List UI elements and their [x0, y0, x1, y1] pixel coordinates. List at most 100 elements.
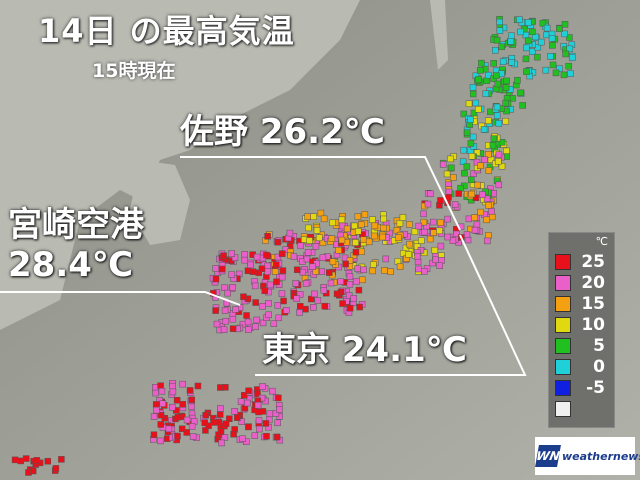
station-marker	[321, 302, 328, 310]
station-marker	[566, 45, 574, 53]
station-marker	[365, 238, 373, 246]
station-marker	[179, 380, 187, 388]
station-marker	[11, 456, 19, 464]
station-marker	[244, 399, 251, 407]
station-marker	[212, 265, 219, 272]
station-marker	[474, 181, 481, 189]
station-marker	[460, 146, 468, 154]
station-marker	[463, 163, 471, 170]
station-marker	[274, 253, 282, 261]
map-subtitle: 15時現在	[92, 60, 176, 82]
station-marker	[169, 403, 176, 411]
station-marker	[224, 289, 231, 297]
station-marker	[490, 60, 497, 67]
station-marker	[222, 384, 229, 391]
station-marker	[493, 103, 501, 111]
station-marker	[231, 408, 238, 415]
station-marker	[415, 222, 423, 230]
station-marker	[355, 286, 363, 294]
callout-temp: 28.4℃	[8, 245, 134, 285]
station-marker	[517, 28, 524, 36]
station-marker	[432, 256, 439, 264]
station-marker	[473, 149, 481, 156]
station-marker	[488, 213, 496, 221]
station-marker	[280, 297, 287, 305]
station-marker	[343, 225, 351, 233]
station-marker	[430, 218, 437, 226]
station-marker	[255, 408, 262, 416]
station-marker	[310, 213, 318, 220]
station-marker	[274, 419, 281, 427]
station-marker	[472, 99, 480, 107]
station-marker	[556, 25, 563, 32]
station-marker	[534, 53, 541, 61]
station-marker	[485, 232, 492, 239]
station-marker	[549, 42, 556, 49]
station-marker	[267, 281, 274, 289]
station-marker	[528, 48, 536, 55]
station-marker	[283, 307, 290, 314]
station-marker	[346, 273, 354, 280]
station-marker	[494, 80, 502, 88]
legend-swatch	[555, 317, 571, 333]
station-marker	[239, 435, 246, 442]
station-marker	[514, 76, 521, 84]
station-marker	[320, 286, 328, 294]
station-marker	[370, 261, 377, 268]
station-marker	[420, 268, 428, 275]
station-marker	[346, 257, 354, 264]
station-marker	[329, 219, 336, 227]
station-marker	[194, 382, 202, 390]
station-marker	[230, 430, 237, 438]
station-marker	[212, 307, 219, 314]
legend-item: 0	[555, 358, 615, 376]
station-marker	[436, 262, 443, 269]
station-marker	[213, 320, 221, 328]
station-marker	[314, 297, 322, 304]
station-marker	[548, 35, 556, 42]
station-marker	[259, 303, 266, 310]
station-marker	[220, 252, 227, 259]
station-marker	[255, 417, 263, 424]
station-marker	[303, 255, 311, 263]
station-marker	[327, 279, 335, 287]
station-marker	[477, 162, 484, 169]
station-marker	[436, 227, 443, 235]
station-marker	[561, 30, 568, 38]
station-marker	[379, 233, 386, 241]
legend-label: 10	[581, 315, 605, 335]
legend-swatch	[555, 401, 571, 417]
station-marker	[229, 325, 237, 332]
station-marker	[488, 208, 495, 215]
station-marker	[270, 320, 278, 327]
tokyo-line	[255, 234, 527, 376]
station-marker	[508, 59, 515, 66]
station-marker	[317, 209, 325, 217]
station-marker	[502, 99, 509, 107]
station-marker	[414, 252, 421, 260]
station-marker	[278, 290, 286, 297]
station-marker	[44, 457, 52, 465]
legend-swatch	[555, 338, 571, 354]
station-marker	[371, 232, 378, 240]
station-marker	[566, 34, 573, 41]
station-marker	[252, 323, 259, 330]
station-marker	[218, 265, 226, 273]
station-marker	[221, 284, 228, 291]
station-marker	[380, 215, 387, 223]
station-marker	[396, 263, 404, 270]
station-marker	[490, 135, 498, 142]
station-marker	[399, 214, 407, 221]
station-marker	[468, 190, 475, 198]
station-marker	[259, 319, 267, 327]
station-marker	[503, 147, 510, 155]
station-marker	[178, 425, 186, 433]
map-title: 14日 の最高気温	[38, 12, 295, 50]
station-marker	[568, 54, 576, 61]
station-marker	[318, 268, 326, 275]
station-marker	[311, 290, 318, 298]
station-markers	[11, 16, 576, 476]
station-marker	[496, 27, 504, 34]
station-marker	[498, 139, 506, 146]
station-marker	[243, 312, 250, 319]
